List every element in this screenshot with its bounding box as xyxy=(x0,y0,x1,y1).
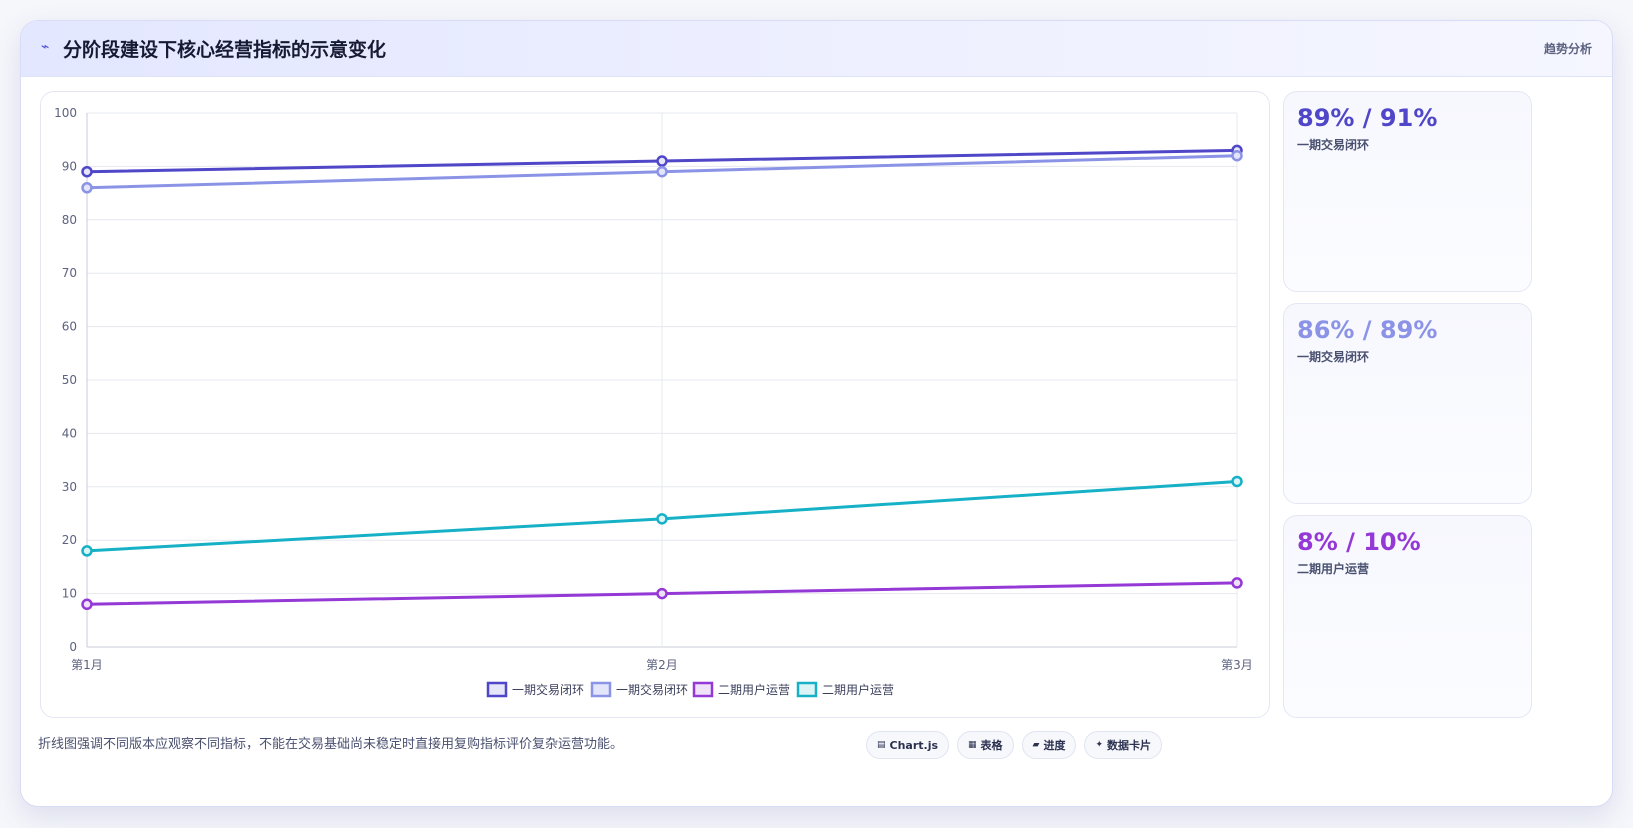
metric-value: 89% / 91% xyxy=(1297,104,1438,132)
y-tick-label: 90 xyxy=(62,159,77,173)
badge-label: 表格 xyxy=(980,739,1003,752)
x-tick-label: 第2月 xyxy=(646,658,678,672)
legend-swatch xyxy=(590,681,612,698)
table-icon: ▦ xyxy=(968,740,977,750)
y-tick-label: 20 xyxy=(62,533,77,547)
metric-card-1: 89% / 91% 一期交易闭环 xyxy=(1283,91,1532,292)
data-point xyxy=(81,165,93,178)
metric-label: 一期交易闭环 xyxy=(1297,138,1370,152)
badge-label: 进度 xyxy=(1043,739,1066,752)
page-title: 分阶段建设下核心经营指标的示意变化 xyxy=(63,39,387,61)
badge-label: Chart.js xyxy=(889,738,939,752)
trend-line-icon: ⌁ xyxy=(41,39,50,55)
data-point xyxy=(81,545,93,557)
metric-label: 二期用户运营 xyxy=(1297,562,1370,576)
legend-label: 一期交易闭环 xyxy=(616,682,688,697)
footer-note: 折线图强调不同版本应观察不同指标，不能在交易基础尚未稳定时直接用复购指标评价复杂… xyxy=(38,737,624,752)
y-tick-label: 50 xyxy=(62,373,77,387)
chart-icon: ▤ xyxy=(877,740,886,750)
badge-chartjs[interactable]: ▤ Chart.js xyxy=(866,731,950,759)
y-tick-label: 40 xyxy=(62,426,77,440)
y-tick-label: 70 xyxy=(62,266,77,280)
metric-label: 一期交易闭环 xyxy=(1297,350,1370,364)
data-point xyxy=(81,182,93,194)
line-chart-panel: 0 10 20 30 40 50 60 70 80 90 100 第1月 第2月 第3月一期交易闭环 一期交… xyxy=(40,91,1270,718)
card-icon: ✦ xyxy=(1095,740,1104,750)
legend-label: 一期交易闭环 xyxy=(512,682,584,697)
metric-value: 8% / 10% xyxy=(1297,528,1421,556)
badge-data-card[interactable]: ✦ 数据卡片 xyxy=(1084,731,1163,759)
tech-badges: ▤ Chart.js ▦ 表格 ▰ 进度 ✦ 数据卡片 xyxy=(866,731,1163,759)
legend-label: 二期用户运营 xyxy=(718,682,790,697)
y-tick-label: 100 xyxy=(54,106,77,120)
metric-card-3: 8% / 10% 二期用户运营 xyxy=(1283,515,1532,718)
badge-label: 数据卡片 xyxy=(1107,739,1152,752)
x-tick-label: 第1月 xyxy=(71,658,103,672)
legend-swatch xyxy=(486,681,508,698)
x-tick-label: 第3月 xyxy=(1221,658,1253,672)
data-point xyxy=(656,587,668,600)
y-tick-label: 0 xyxy=(69,640,77,654)
y-tick-label: 30 xyxy=(62,480,77,494)
y-tick-label: 60 xyxy=(62,320,77,334)
trend-analysis-tag: 趋势分析 xyxy=(1543,42,1592,56)
y-tick-label: 10 xyxy=(62,587,77,601)
metric-card-2: 86% / 89% 一期交易闭环 xyxy=(1283,303,1532,504)
progress-icon: ▰ xyxy=(1032,740,1040,750)
data-point xyxy=(1231,149,1243,162)
legend-label: 二期用户运营 xyxy=(822,682,894,697)
badge-progress[interactable]: ▰ 进度 xyxy=(1021,731,1077,759)
data-point xyxy=(656,513,668,525)
data-point xyxy=(81,598,93,611)
data-point xyxy=(1231,475,1243,488)
dashboard-card: ⌁ 分阶段建设下核心经营指标的示意变化 趋势分析 0 10 20 30 40 50 60 70… xyxy=(20,20,1613,807)
card-header: ⌁ 分阶段建设下核心经营指标的示意变化 趋势分析 xyxy=(21,21,1612,77)
legend-swatch xyxy=(692,681,714,698)
badge-table[interactable]: ▦ 表格 xyxy=(957,731,1014,759)
y-tick-label: 80 xyxy=(62,213,77,227)
data-point xyxy=(656,155,668,167)
metric-value: 86% / 89% xyxy=(1297,316,1438,344)
legend-swatch xyxy=(796,681,818,698)
data-point xyxy=(656,165,668,178)
data-point xyxy=(1231,577,1243,589)
